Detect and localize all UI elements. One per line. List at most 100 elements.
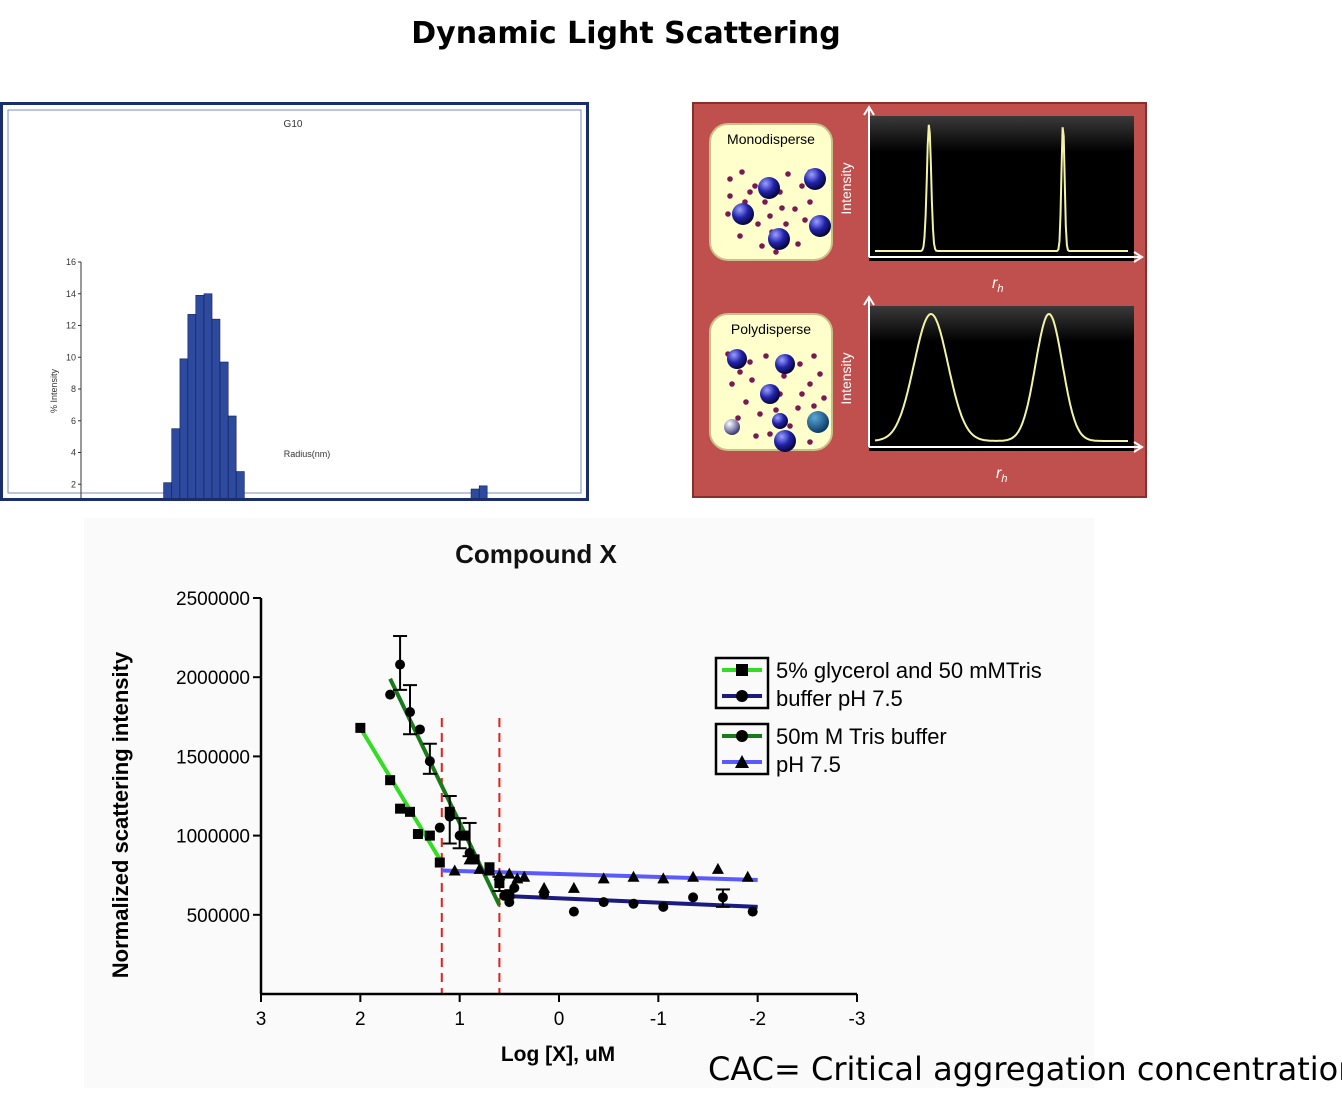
large-particle <box>775 354 795 374</box>
schematic-canvas: Monodisperse Polydisperse Intensity rh Inten… <box>709 105 1144 485</box>
large-particle <box>774 430 796 452</box>
sample-box <box>709 313 833 451</box>
large-particle <box>807 411 829 433</box>
histogram-bar <box>227 415 237 498</box>
data-point-square <box>412 829 423 840</box>
data-point-circle <box>598 897 609 908</box>
small-particle <box>807 381 813 387</box>
small-particle <box>727 193 733 199</box>
small-particle <box>795 241 801 247</box>
small-particle <box>752 183 758 189</box>
data-point-circle <box>717 892 728 903</box>
small-particle <box>737 369 743 375</box>
schematic-x-label: rh <box>996 465 1007 485</box>
small-particle <box>821 395 827 401</box>
data-point-circle <box>658 901 669 912</box>
schematic-x-label-sub: h <box>997 283 1003 295</box>
data-point-triangle <box>627 870 640 882</box>
data-point-circle <box>414 724 425 735</box>
small-particle <box>779 205 785 211</box>
cac-y-tick-label: 500000 <box>187 906 250 927</box>
small-particle <box>725 211 731 217</box>
schematic-x-label: rh <box>992 275 1003 295</box>
histogram-y-tick-label: 14 <box>66 289 76 299</box>
schematic-y-label: Intensity <box>838 352 854 404</box>
data-point-circle <box>464 848 475 859</box>
distribution-curve <box>874 312 1128 442</box>
data-point-circle <box>405 707 415 718</box>
histogram-y-tick-label: 16 <box>66 257 76 267</box>
small-particle <box>727 176 733 182</box>
cac-y-tick-label: 1500000 <box>176 747 250 768</box>
data-point-circle <box>454 830 465 841</box>
cac-x-tick-label: 1 <box>454 1009 465 1030</box>
small-particle <box>755 221 761 227</box>
small-particle <box>757 411 763 417</box>
small-particle <box>807 439 813 445</box>
cac-x-tick-label: 2 <box>355 1009 366 1030</box>
cac-y-tick-label: 2000000 <box>176 668 250 689</box>
data-point-circle <box>509 882 520 893</box>
small-particle <box>792 206 798 212</box>
data-point-circle <box>747 906 758 917</box>
data-point-circle <box>736 730 748 742</box>
schematic-x-arrow <box>1133 441 1144 453</box>
large-particle <box>758 177 780 199</box>
small-particle <box>773 407 779 413</box>
small-particle <box>811 403 817 409</box>
data-point-triangle <box>483 864 496 876</box>
data-point-circle <box>736 690 748 702</box>
data-point-circle <box>628 898 639 909</box>
data-point-triangle <box>687 870 700 882</box>
legend-label: 50m M Tris buffer <box>776 724 947 749</box>
data-point-circle <box>385 689 396 700</box>
histogram-bar <box>171 428 181 498</box>
data-point-circle <box>395 659 406 670</box>
data-point-triangle <box>448 864 461 876</box>
footnote: CAC= Critical aggregation concentration <box>708 1050 1342 1088</box>
dispersity-schematic: Monodisperse Polydisperse Intensity rh Inten… <box>692 102 1147 498</box>
page-title: Dynamic Light Scattering <box>411 16 841 51</box>
cac-y-tick-label: 2500000 <box>176 589 250 610</box>
cac-chart: Compound X 500000 1000000 1500000 2000000 250… <box>84 518 1094 1088</box>
cac-y-label: Normalized scattering intensity <box>108 651 133 978</box>
histogram-y-tick-label: 10 <box>66 352 76 362</box>
data-point-triangle <box>657 872 670 884</box>
data-point-square <box>424 830 435 841</box>
small-particle <box>817 371 823 377</box>
histogram-y-tick-label: 4 <box>71 448 76 458</box>
small-particle <box>767 213 773 219</box>
data-point-circle <box>424 756 435 767</box>
size-distribution-histogram: G1002468101214161.0010.00100.00Radius(nm… <box>0 102 589 501</box>
legend-label: pH 7.5 <box>776 752 841 777</box>
histogram-y-tick-label: 12 <box>66 321 76 331</box>
data-point-triangle <box>463 853 476 865</box>
small-particle <box>767 431 773 437</box>
large-particle <box>768 228 790 250</box>
small-particle <box>747 189 753 195</box>
small-particle <box>785 171 791 177</box>
small-particle <box>739 169 745 175</box>
data-point-triangle <box>538 881 551 893</box>
schematic-y-label: Intensity <box>838 162 854 214</box>
small-particle <box>735 415 741 421</box>
distribution-curve <box>875 124 1128 252</box>
histogram-inner-border <box>7 109 582 494</box>
cac-x-tick-label: 3 <box>256 1009 267 1030</box>
small-particle <box>753 433 759 439</box>
data-point-square <box>504 889 515 900</box>
small-particle <box>773 249 779 255</box>
histogram-bar <box>179 358 189 498</box>
data-point-square <box>355 722 366 733</box>
data-point-square <box>434 857 445 868</box>
small-particle <box>799 391 805 397</box>
sample-box-label: Polydisperse <box>731 321 811 337</box>
schematic-plot-area <box>869 306 1134 451</box>
small-particle <box>759 243 765 249</box>
data-point-circle <box>568 906 579 917</box>
cac-y-tick-label: 1000000 <box>176 827 250 848</box>
small-particle <box>783 221 789 227</box>
data-point-square <box>385 775 396 786</box>
histogram-bar <box>235 471 245 498</box>
histogram-bar <box>219 361 229 498</box>
